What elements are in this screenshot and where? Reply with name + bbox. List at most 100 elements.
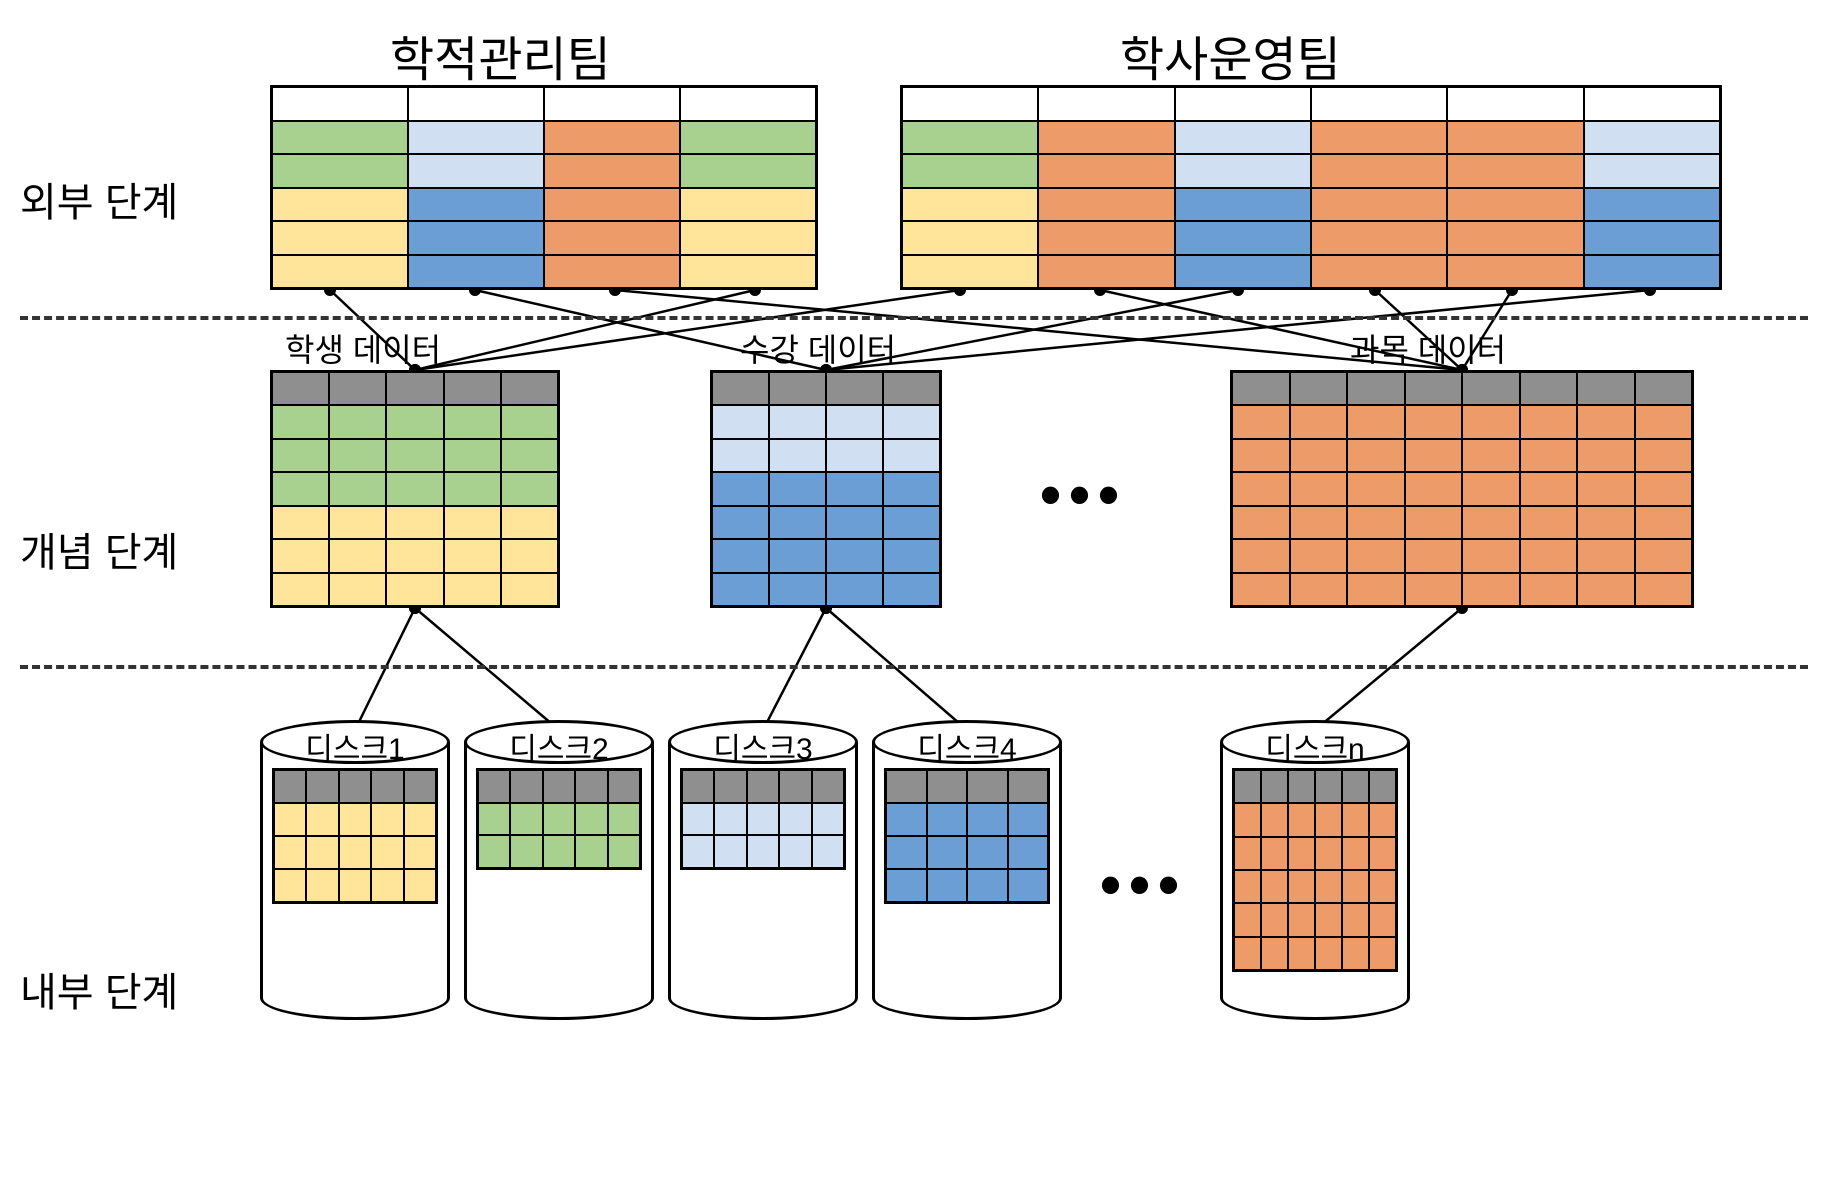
grid-cell	[1447, 255, 1583, 289]
grid-cell	[902, 154, 1038, 188]
grid-cell	[1175, 154, 1311, 188]
grid-cell	[1462, 439, 1520, 472]
grid-cell	[1290, 439, 1348, 472]
grid-cell	[1584, 221, 1720, 255]
grid-cell	[272, 472, 329, 505]
grid-cell	[1038, 87, 1174, 121]
grid-cell	[386, 439, 443, 472]
grid-cell	[682, 803, 714, 836]
grid-cell	[306, 803, 338, 836]
grid-cell	[1520, 405, 1578, 438]
grid-cell	[478, 803, 510, 836]
grid-cell	[779, 770, 811, 803]
conceptual-label-0: 학생 데이터	[285, 325, 441, 371]
grid-cell	[1234, 837, 1261, 870]
grid-cell	[1577, 573, 1635, 606]
grid-cell	[404, 803, 436, 836]
grid-cell	[769, 573, 826, 606]
grid-cell	[444, 439, 501, 472]
grid-cell	[967, 770, 1008, 803]
grid-cell	[329, 539, 386, 572]
grid-cell	[404, 869, 436, 902]
grid-cell	[544, 87, 680, 121]
grid-cell	[1520, 506, 1578, 539]
grid-cell	[1315, 803, 1342, 836]
grid-cell	[680, 121, 816, 155]
grid-cell	[883, 405, 940, 438]
grid-cell	[1232, 372, 1290, 405]
grid-cell	[1038, 221, 1174, 255]
grid-cell	[408, 121, 544, 155]
grid-cell	[408, 221, 544, 255]
grid-cell	[1175, 87, 1311, 121]
grid-cell	[826, 472, 883, 505]
grid-cell	[1520, 372, 1578, 405]
grid-cell	[274, 836, 306, 869]
grid-cell	[510, 835, 542, 868]
grid-cell	[1232, 539, 1290, 572]
grid-cell	[1315, 870, 1342, 903]
grid-cell	[444, 372, 501, 405]
three-schema-architecture-diagram: 학적관리팀학사운영팀외부 단계개념 단계내부 단계학생 데이터수강 데이터과목 …	[20, 20, 1808, 1165]
grid-cell	[1008, 770, 1049, 803]
grid-cell	[682, 835, 714, 868]
grid-cell	[1175, 221, 1311, 255]
disk-inner-grid	[680, 768, 846, 870]
grid-cell	[769, 439, 826, 472]
grid-cell	[1584, 255, 1720, 289]
grid-cell	[1038, 255, 1174, 289]
grid-cell	[371, 803, 403, 836]
grid-cell	[444, 573, 501, 606]
grid-cell	[510, 770, 542, 803]
grid-cell	[680, 154, 816, 188]
grid-cell	[927, 869, 968, 902]
grid-cell	[1038, 188, 1174, 222]
grid-cell	[1520, 573, 1578, 606]
grid-cell	[1038, 121, 1174, 155]
grid-cell	[1347, 372, 1405, 405]
grid-cell	[371, 770, 403, 803]
grid-cell	[1405, 372, 1463, 405]
external-table-1	[900, 85, 1722, 290]
grid-cell	[608, 803, 640, 836]
grid-cell	[386, 506, 443, 539]
grid-cell	[1234, 937, 1261, 970]
grid-cell	[544, 188, 680, 222]
grid-cell	[826, 405, 883, 438]
grid-cell	[769, 472, 826, 505]
grid-cell	[1369, 803, 1396, 836]
grid-cell	[769, 405, 826, 438]
grid-cell	[1288, 903, 1315, 936]
grid-cell	[1635, 439, 1693, 472]
grid-cell	[1232, 506, 1290, 539]
grid-cell	[1315, 770, 1342, 803]
grid-cell	[478, 770, 510, 803]
grid-cell	[927, 836, 968, 869]
grid-cell	[714, 770, 746, 803]
grid-cell	[680, 188, 816, 222]
disk-inner-grid	[476, 768, 642, 870]
grid-cell	[386, 405, 443, 438]
grid-cell	[444, 405, 501, 438]
level-label-internal: 내부 단계	[20, 960, 178, 1018]
grid-cell	[1635, 472, 1693, 505]
grid-cell	[712, 573, 769, 606]
grid-cell	[1405, 472, 1463, 505]
grid-cell	[883, 372, 940, 405]
grid-cell	[339, 770, 371, 803]
grid-cell	[1347, 573, 1405, 606]
grid-cell	[1369, 770, 1396, 803]
grid-cell	[1261, 770, 1288, 803]
disk-inner-grid-wrap	[884, 768, 1050, 904]
grid-cell	[544, 154, 680, 188]
grid-cell	[1232, 573, 1290, 606]
grid-cell	[1315, 903, 1342, 936]
grid-cell	[902, 87, 1038, 121]
grid-cell	[272, 188, 408, 222]
grid-cell	[272, 372, 329, 405]
grid-cell	[329, 439, 386, 472]
grid-cell	[1311, 154, 1447, 188]
grid-cell	[714, 803, 746, 836]
grid-cell	[1342, 937, 1369, 970]
grid-cell	[1405, 539, 1463, 572]
